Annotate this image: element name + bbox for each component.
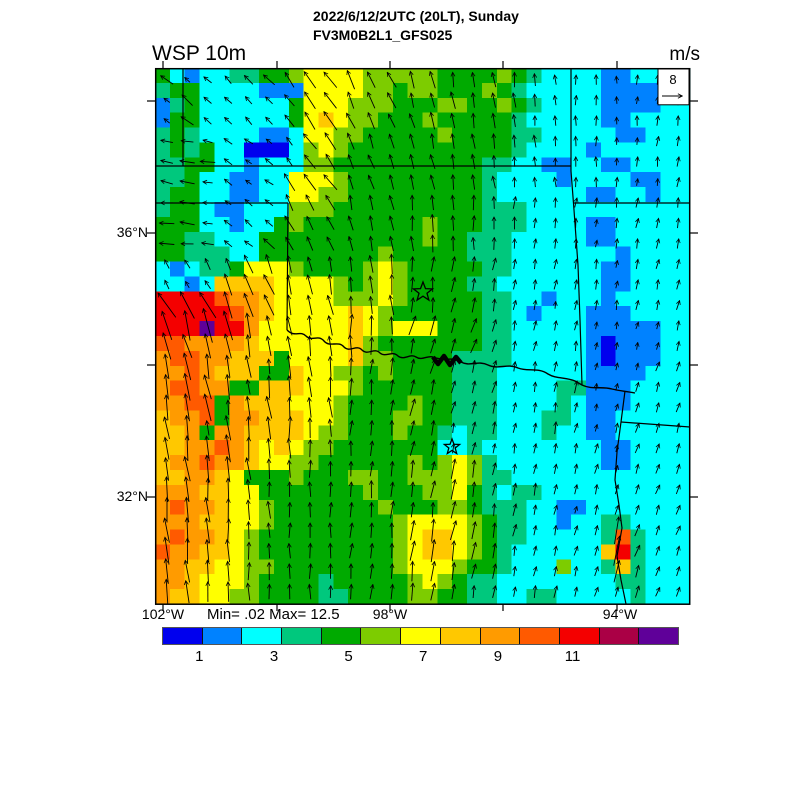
colorbar-segment xyxy=(520,628,560,644)
colorbar-segment xyxy=(361,628,402,644)
colorbar-segment xyxy=(202,628,243,644)
colorbar-segment xyxy=(401,628,441,644)
lon-label: 102°W xyxy=(141,606,185,622)
colorbar-tick-label: 5 xyxy=(344,648,353,665)
colorbar-legend xyxy=(162,627,679,645)
product-label: WSP 10m xyxy=(152,42,247,65)
run-datetime-title: 2022/6/12/2UTC (20LT), Sunday xyxy=(313,8,519,24)
colorbar-tick-label: 1 xyxy=(195,648,204,665)
colorbar-segment xyxy=(639,628,678,644)
colorbar-tick-label: 3 xyxy=(269,648,279,665)
units-label: m/s xyxy=(669,44,700,65)
colorbar-segment xyxy=(559,628,600,644)
wind-vectors xyxy=(158,71,680,605)
colorbar-tick-label: 11 xyxy=(564,648,581,665)
wind-speed-field xyxy=(155,68,691,605)
colorbar-tick-label: 9 xyxy=(493,648,503,665)
lon-label: 98°W xyxy=(372,606,408,622)
colorbar-tick-label: 7 xyxy=(419,648,428,665)
colorbar-segment xyxy=(599,628,640,644)
map-frame xyxy=(154,67,691,605)
colorbar-segment xyxy=(480,628,521,644)
colorbar-segment xyxy=(440,628,481,644)
colorbar-segment xyxy=(163,628,203,644)
lon-label: 94°W xyxy=(602,606,638,622)
lat-label: 36°N xyxy=(116,224,148,240)
colorbar-segment xyxy=(321,628,362,644)
reference-vector-box: 8 xyxy=(657,68,690,106)
city-star xyxy=(442,437,462,455)
city-star-markers xyxy=(411,280,462,455)
lat-label: 32°N xyxy=(116,488,148,504)
reference-speed-label: 8 xyxy=(669,72,676,87)
colorbar-segment xyxy=(242,628,283,644)
model-name-title: FV3M0B2L1_GFS025 xyxy=(313,27,453,43)
axis-ticks xyxy=(147,61,698,611)
colorbar-segment xyxy=(282,628,322,644)
city-star xyxy=(411,280,435,302)
minmax-stat: Min= .02 Max= 12.5 xyxy=(207,606,340,623)
